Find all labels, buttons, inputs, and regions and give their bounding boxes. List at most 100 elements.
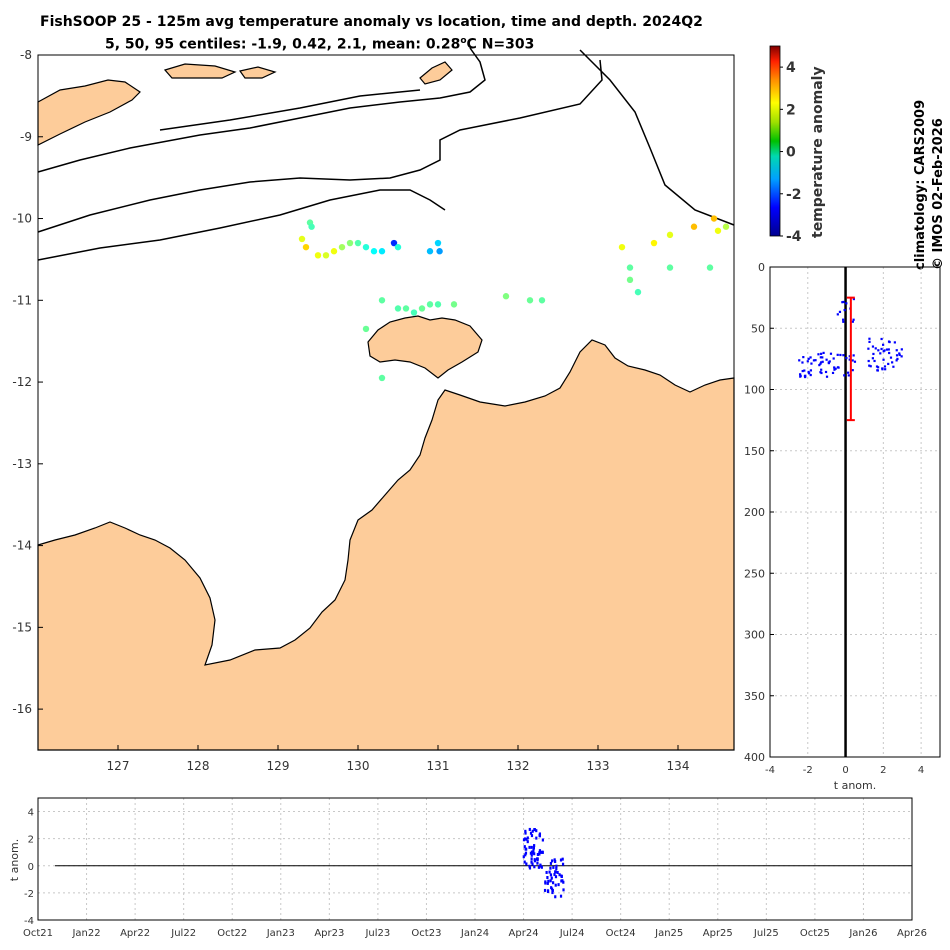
depth-point bbox=[883, 365, 887, 368]
colorbar-ticks: 4 2 0 -2 -4 bbox=[780, 60, 802, 245]
depth-point bbox=[888, 351, 891, 355]
depth-point bbox=[882, 358, 885, 361]
depth-point bbox=[852, 354, 855, 357]
depth-point bbox=[825, 375, 829, 378]
map-point bbox=[322, 252, 330, 259]
time-point bbox=[546, 881, 549, 885]
colorbar-tick-label: 4 bbox=[786, 60, 796, 76]
time-y-tick-label: 2 bbox=[28, 835, 34, 846]
time-point bbox=[549, 861, 553, 865]
map-x-ticks: 127 128 129 130 131 132 133 134 bbox=[107, 745, 689, 773]
map-x-tick-label: 129 bbox=[267, 759, 290, 773]
time-y-tick-label: 0 bbox=[28, 862, 34, 873]
map-point bbox=[378, 248, 386, 255]
map-point bbox=[434, 301, 442, 308]
map-point bbox=[722, 223, 730, 230]
map-point bbox=[618, 243, 626, 251]
depth-point bbox=[852, 318, 855, 321]
depth-profile-chart[interactable]: -4 -2 0 2 4 0 50 100 150 200 250 300 350 400 t anom. bbox=[730, 255, 950, 800]
time-point bbox=[546, 889, 550, 893]
time-point bbox=[555, 867, 558, 871]
depth-grid bbox=[769, 266, 940, 758]
time-point bbox=[554, 870, 557, 874]
depth-point bbox=[806, 360, 809, 363]
map-point bbox=[436, 248, 443, 255]
depth-point bbox=[809, 373, 812, 377]
bathymetry-contours bbox=[37, 47, 735, 261]
depth-point bbox=[872, 352, 875, 356]
depth-point bbox=[829, 352, 833, 355]
time-point bbox=[525, 862, 528, 866]
time-point bbox=[547, 879, 550, 883]
map-y-tick-label: -15 bbox=[12, 620, 32, 634]
time-point bbox=[559, 894, 563, 898]
depth-point bbox=[833, 368, 836, 371]
time-point bbox=[551, 859, 554, 863]
map-point bbox=[362, 243, 370, 251]
depth-point bbox=[868, 364, 871, 367]
time-point bbox=[523, 860, 526, 864]
map-y-tick-label: -13 bbox=[12, 457, 32, 471]
depth-point bbox=[801, 361, 804, 364]
map-point bbox=[308, 223, 315, 230]
map-y-tick-label: -9 bbox=[20, 130, 32, 144]
time-point bbox=[561, 862, 565, 866]
time-point bbox=[524, 853, 527, 857]
time-point bbox=[536, 852, 539, 856]
map-point bbox=[426, 248, 434, 255]
depth-point bbox=[885, 348, 889, 351]
map-point bbox=[314, 252, 322, 259]
map-point bbox=[526, 297, 534, 304]
depth-point bbox=[820, 352, 823, 355]
time-point bbox=[536, 858, 539, 862]
time-point bbox=[554, 859, 557, 863]
depth-ticks: -4 -2 0 2 4 0 50 100 150 200 250 300 350 400 bbox=[744, 261, 924, 776]
map-point bbox=[666, 264, 674, 271]
time-point bbox=[552, 881, 555, 885]
depth-point bbox=[880, 337, 883, 341]
time-frame bbox=[37, 797, 913, 921]
small-island-1 bbox=[238, 66, 277, 79]
map-point bbox=[346, 239, 354, 247]
depth-point bbox=[831, 371, 835, 375]
depth-point bbox=[869, 365, 872, 368]
depth-point bbox=[900, 348, 903, 351]
wetar-island bbox=[163, 63, 237, 79]
depth-point bbox=[873, 359, 876, 363]
time-point bbox=[533, 859, 537, 863]
depth-point bbox=[843, 308, 846, 312]
time-point bbox=[524, 831, 527, 835]
time-x-tick-label: Apr25 bbox=[703, 928, 733, 939]
colorbar: 4 2 0 -2 -4 temperature anomaly bbox=[769, 45, 826, 245]
depth-point bbox=[802, 356, 805, 359]
time-point bbox=[522, 855, 525, 859]
map-point bbox=[666, 231, 674, 239]
depth-point bbox=[810, 362, 813, 365]
map-point bbox=[434, 239, 442, 247]
map-x-tick-label: 131 bbox=[427, 759, 450, 773]
time-series-chart[interactable]: Oct21 Jan22 Apr22 Jul22 Oct22 Jan23 Apr23 Jul23… bbox=[0, 790, 950, 950]
depth-x-tick-label: -4 bbox=[765, 765, 775, 776]
time-point bbox=[549, 866, 552, 870]
depth-point bbox=[819, 362, 822, 365]
depth-point bbox=[833, 366, 836, 369]
map-point bbox=[302, 243, 310, 251]
depth-point bbox=[898, 353, 901, 356]
map-point bbox=[330, 248, 338, 255]
time-x-tick-label: Jan25 bbox=[654, 928, 683, 939]
time-point bbox=[546, 876, 549, 880]
depth-point bbox=[841, 301, 844, 304]
time-point bbox=[531, 862, 534, 866]
credits-imos: © IMOS 02-Feb-2026 bbox=[931, 118, 946, 270]
time-point bbox=[524, 829, 527, 833]
time-point bbox=[529, 851, 533, 855]
depth-point bbox=[824, 370, 828, 374]
timor-island bbox=[37, 79, 141, 146]
time-x-tick-label: Jul25 bbox=[753, 928, 779, 939]
time-points bbox=[55, 827, 912, 899]
time-point bbox=[535, 836, 538, 840]
depth-y-tick-label: 50 bbox=[751, 322, 765, 335]
time-point bbox=[533, 852, 536, 856]
time-point bbox=[549, 879, 552, 883]
